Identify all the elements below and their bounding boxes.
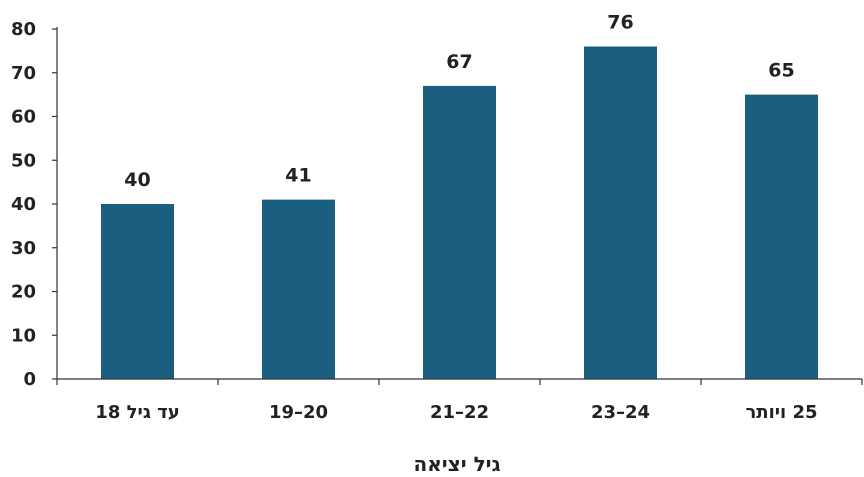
data-label: 76 <box>607 12 633 34</box>
x-tick-label: עד גיל 18 <box>95 402 179 423</box>
data-label: 40 <box>124 169 150 191</box>
data-label: 41 <box>285 165 311 187</box>
x-tick-label: 25 ויותר <box>745 402 817 423</box>
x-axis-ticks: עד גיל 18 20–19 22–21 24–23 25 ויותר <box>56 379 863 423</box>
y-tick-label: 60 <box>11 107 36 128</box>
axes <box>56 27 862 380</box>
bar <box>262 199 335 379</box>
x-tick-label: 22–21 <box>430 402 489 423</box>
x-tick-label: 24–23 <box>591 402 650 423</box>
y-tick-label: 70 <box>11 63 36 84</box>
data-label: 67 <box>446 51 472 73</box>
data-label: 65 <box>768 60 794 82</box>
bar <box>745 94 818 379</box>
data-labels: 40 41 67 76 65 <box>124 12 794 192</box>
y-tick-label: 40 <box>11 194 36 215</box>
x-tick-label: 20–19 <box>269 402 328 423</box>
y-axis-ticks: 0 10 20 30 40 50 60 70 80 <box>11 19 57 390</box>
bar <box>584 46 657 379</box>
y-tick-label: 0 <box>23 369 36 390</box>
y-tick-label: 20 <box>11 282 36 303</box>
bar <box>101 204 174 379</box>
bars <box>101 46 818 379</box>
y-tick-label: 80 <box>11 19 36 40</box>
x-axis-title: גיל יציאה <box>413 452 500 476</box>
y-tick-label: 30 <box>11 238 36 259</box>
bar <box>423 85 496 379</box>
y-tick-label: 50 <box>11 150 36 171</box>
y-tick-label: 10 <box>11 325 36 346</box>
